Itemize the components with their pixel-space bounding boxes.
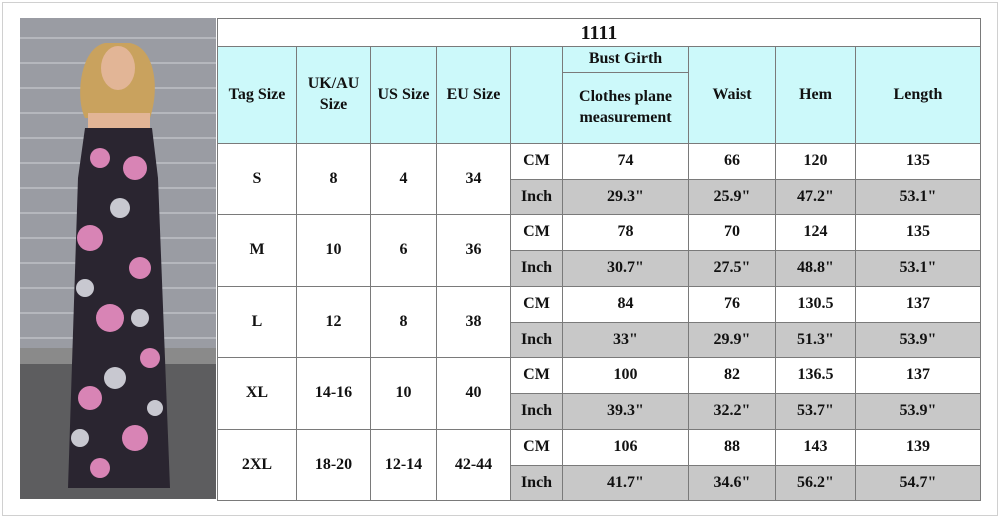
header-cell: EU Size xyxy=(436,46,511,144)
measure-cell: 106 xyxy=(562,429,689,466)
measure-cell: 33" xyxy=(562,322,689,358)
measure-cell: 53.9" xyxy=(855,393,981,430)
measure-cell: 66 xyxy=(688,143,776,180)
measure-cell: 74 xyxy=(562,143,689,180)
header-cell: Waist xyxy=(688,46,776,144)
size-cell: 6 xyxy=(370,214,437,287)
size-cell: 40 xyxy=(436,357,511,430)
unit-cell: Inch xyxy=(510,465,563,501)
unit-cell: CM xyxy=(510,286,563,323)
header-cell: Hem xyxy=(775,46,856,144)
measure-cell: 78 xyxy=(562,214,689,251)
measure-cell: 53.9" xyxy=(855,322,981,358)
size-cell: S xyxy=(217,143,297,215)
size-cell: 12-14 xyxy=(370,429,437,501)
header-cell: US Size xyxy=(370,46,437,144)
measure-cell: 29.9" xyxy=(688,322,776,358)
measure-cell: 76 xyxy=(688,286,776,323)
measure-cell: 48.8" xyxy=(775,250,856,287)
header-cell: UK/AU Size xyxy=(296,46,371,144)
unit-cell: CM xyxy=(510,143,563,180)
size-cell: 8 xyxy=(370,286,437,358)
measure-cell: 54.7" xyxy=(855,465,981,501)
size-cell: 42-44 xyxy=(436,429,511,501)
unit-cell: CM xyxy=(510,214,563,251)
measure-cell: 30.7" xyxy=(562,250,689,287)
header-cell: Length xyxy=(855,46,981,144)
size-cell: 10 xyxy=(370,357,437,430)
size-cell: M xyxy=(217,214,297,287)
table-title: 1111 xyxy=(217,18,981,47)
size-cell: XL xyxy=(217,357,297,430)
measure-cell: 130.5 xyxy=(775,286,856,323)
unit-cell: Inch xyxy=(510,179,563,215)
measure-cell: 88 xyxy=(688,429,776,466)
measure-cell: 34.6" xyxy=(688,465,776,501)
measure-cell: 27.5" xyxy=(688,250,776,287)
measure-cell: 41.7" xyxy=(562,465,689,501)
measure-cell: 143 xyxy=(775,429,856,466)
measure-cell: 82 xyxy=(688,357,776,394)
header-cell: Bust Girth xyxy=(562,46,689,73)
measure-cell: 124 xyxy=(775,214,856,251)
measure-cell: 53.7" xyxy=(775,393,856,430)
header-cell: Clothes plane measurement xyxy=(562,72,689,144)
measure-cell: 137 xyxy=(855,286,981,323)
measure-cell: 139 xyxy=(855,429,981,466)
measure-cell: 25.9" xyxy=(688,179,776,215)
size-cell: 2XL xyxy=(217,429,297,501)
measure-cell: 120 xyxy=(775,143,856,180)
size-cell: 10 xyxy=(296,214,371,287)
measure-cell: 56.2" xyxy=(775,465,856,501)
measure-cell: 136.5 xyxy=(775,357,856,394)
measure-cell: 53.1" xyxy=(855,179,981,215)
size-cell: 36 xyxy=(436,214,511,287)
product-photo xyxy=(20,18,216,499)
size-cell: 4 xyxy=(370,143,437,215)
size-cell: 12 xyxy=(296,286,371,358)
size-cell: 18-20 xyxy=(296,429,371,501)
unit-cell: CM xyxy=(510,429,563,466)
header-cell: Tag Size xyxy=(217,46,297,144)
unit-cell: Inch xyxy=(510,393,563,430)
measure-cell: 137 xyxy=(855,357,981,394)
measure-cell: 47.2" xyxy=(775,179,856,215)
measure-cell: 51.3" xyxy=(775,322,856,358)
measure-cell: 135 xyxy=(855,214,981,251)
measure-cell: 32.2" xyxy=(688,393,776,430)
unit-cell: Inch xyxy=(510,322,563,358)
measure-cell: 70 xyxy=(688,214,776,251)
measure-cell: 84 xyxy=(562,286,689,323)
unit-cell: Inch xyxy=(510,250,563,287)
size-cell: L xyxy=(217,286,297,358)
unit-cell: CM xyxy=(510,357,563,394)
size-cell: 38 xyxy=(436,286,511,358)
measure-cell: 53.1" xyxy=(855,250,981,287)
measure-cell: 39.3" xyxy=(562,393,689,430)
size-cell: 34 xyxy=(436,143,511,215)
measure-cell: 100 xyxy=(562,357,689,394)
measure-cell: 29.3" xyxy=(562,179,689,215)
header-cell xyxy=(510,46,563,144)
size-cell: 14-16 xyxy=(296,357,371,430)
measure-cell: 135 xyxy=(855,143,981,180)
size-cell: 8 xyxy=(296,143,371,215)
